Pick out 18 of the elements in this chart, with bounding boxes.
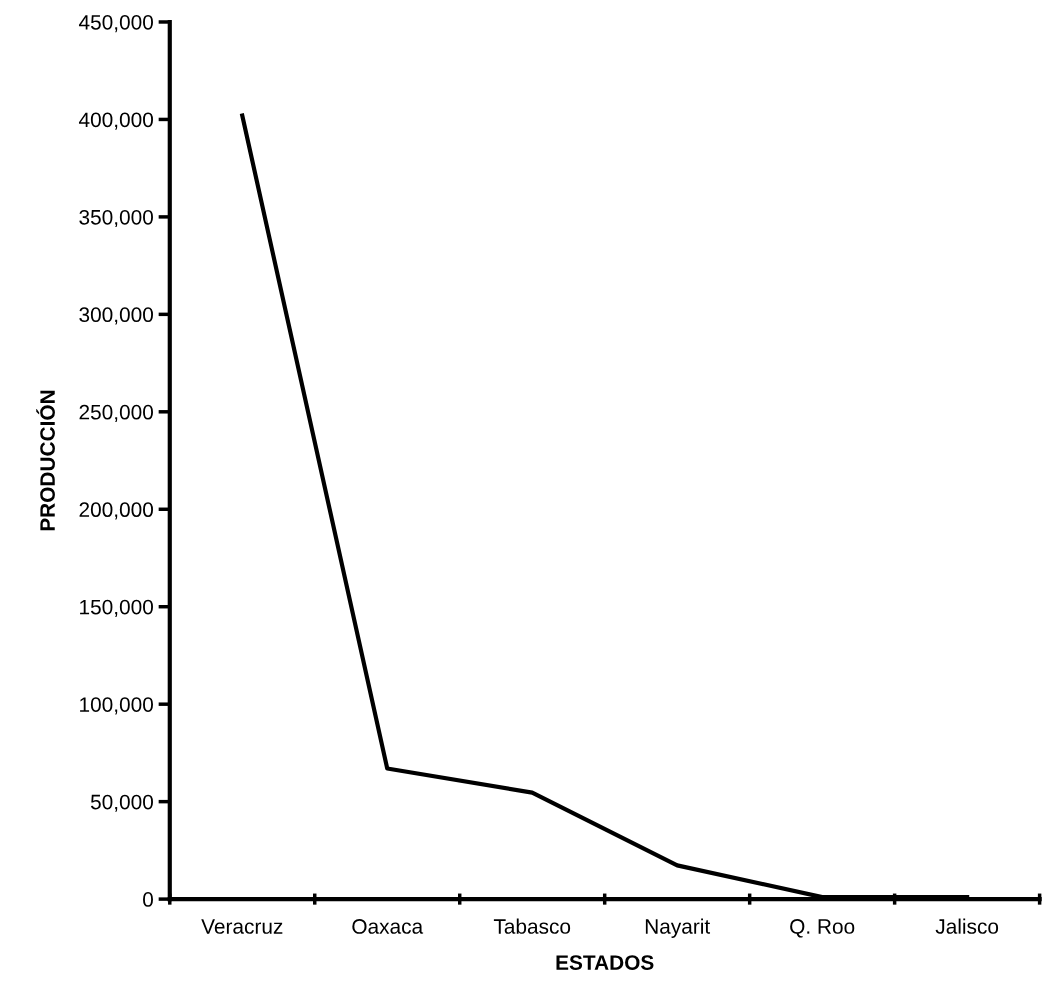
x-axis-title: ESTADOS	[556, 955, 654, 970]
y-tick-label: 250,000	[79, 404, 153, 423]
y-tick-label: 0	[143, 892, 153, 907]
y-tick-label: 50,000	[90, 794, 153, 812]
x-tick-label: Nayarit	[645, 918, 711, 938]
x-tick-label: Veracruz	[201, 919, 283, 934]
x-tick-label: Jalisco	[935, 918, 999, 934]
y-tick-label: 100,000	[80, 697, 153, 715]
x-tick-label: Tabasco	[493, 918, 571, 934]
y-tick-label: 450,000	[78, 14, 153, 33]
y-tick-label: 400,000	[78, 112, 153, 130]
x-tick-label: Oaxaca	[352, 919, 424, 934]
y-tick-label: 150,000	[80, 599, 153, 617]
y-tick-label: 350,000	[79, 209, 153, 228]
y-tick-label: 300,000	[79, 307, 153, 325]
y-tick-label: 200,000	[79, 502, 153, 520]
y-axis-title: PRODUCCIÓN	[36, 390, 55, 531]
x-tick-label: Q. Roo	[790, 919, 855, 938]
